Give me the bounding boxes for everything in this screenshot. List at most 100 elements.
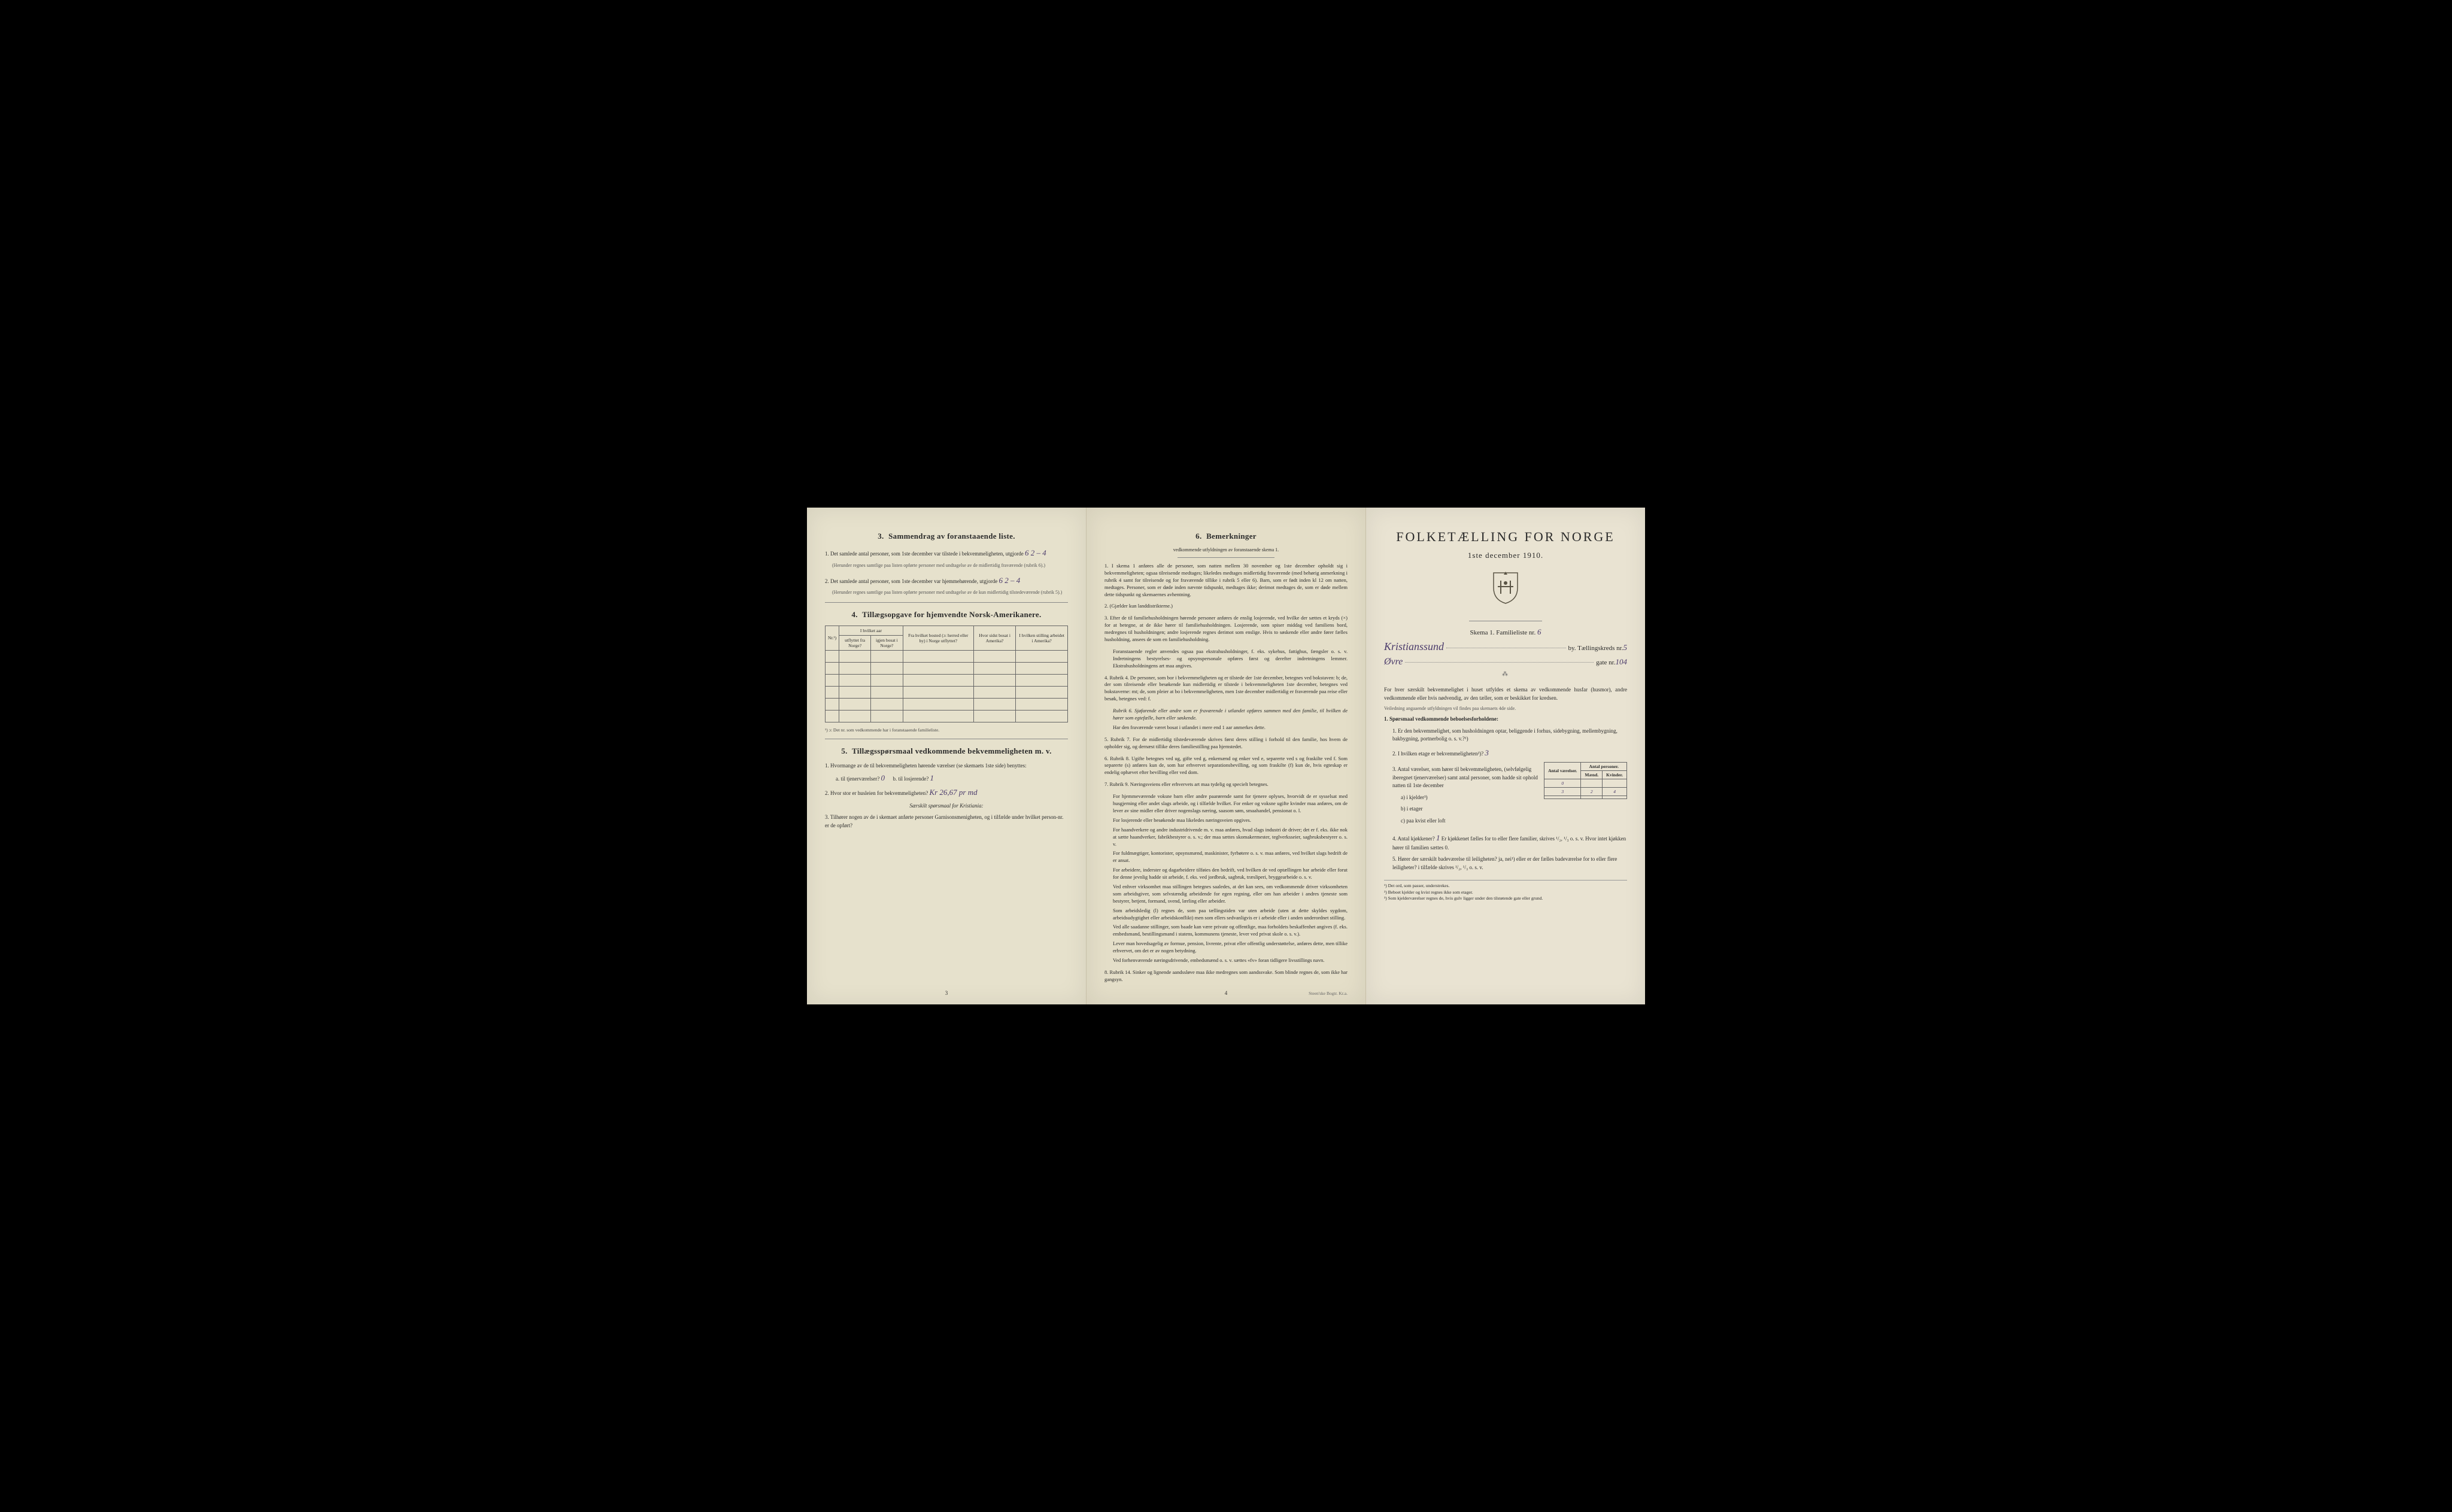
intro-text: For hver særskilt bekvemmelighet i huset… bbox=[1384, 686, 1627, 702]
s5-q1: 1. Hvormange av de til bekvemmeligheten … bbox=[825, 762, 1068, 770]
footnote-2: ²) Beboet kjelder og kvist regnes ikke s… bbox=[1384, 889, 1627, 896]
remark-7e: For fuldmægtiger, kontorister, opsynsmæn… bbox=[1113, 850, 1348, 864]
handwritten-value: 6 2 – 4 bbox=[1025, 548, 1046, 557]
remark-6: 6. Rubrik 8. Ugifte betegnes ved ug, gif… bbox=[1104, 755, 1348, 777]
remark-7g: Ved enhver virksomhet maa stillingen bet… bbox=[1113, 883, 1348, 905]
col-utflyttet: utflyttet fra Norge? bbox=[839, 635, 871, 650]
divider bbox=[1178, 557, 1274, 558]
q1-2-label: 2. I hvilken etage er bekvemmeligheten²)… bbox=[1392, 751, 1483, 757]
q1b-label: b. til losjerende? bbox=[893, 776, 928, 782]
s3-item-1: 1. Det samlede antal personer, som 1ste … bbox=[825, 547, 1068, 559]
table-row bbox=[826, 698, 1068, 710]
handwritten-value: 6 bbox=[1537, 627, 1541, 636]
col-aar: I hvilket aar bbox=[839, 626, 903, 635]
table-row: 0 bbox=[1544, 779, 1627, 788]
remark-4b: Rubrik 6. Sjøfarende eller andre som er … bbox=[1113, 708, 1348, 722]
remark-7f: For arbeidere, inderster og dagarbeidere… bbox=[1113, 867, 1348, 881]
handwritten-value: 1 bbox=[1436, 833, 1440, 842]
section-title-text: Sammendrag av foranstaaende liste. bbox=[888, 532, 1015, 541]
s5-note: Særskilt spørsmaal for Kristiania: bbox=[825, 802, 1068, 810]
item-note: (Herunder regnes samtlige paa listen opf… bbox=[832, 590, 1068, 596]
cell: 2 bbox=[1581, 788, 1603, 796]
remark-2: 2. (Gjælder kun landdistrikterne.) bbox=[1104, 603, 1348, 610]
table-footnote: ¹) ɔ: Det nr. som vedkommende har i fora… bbox=[825, 727, 1068, 733]
remark-1: 1. I skema 1 anføres alle de personer, s… bbox=[1104, 563, 1348, 598]
table-rooms: Antal værelser. Antal personer. Mænd. Kv… bbox=[1544, 762, 1627, 799]
s5-q3: 3. Tilhører nogen av de i skemaet anført… bbox=[825, 813, 1068, 830]
remark-7b: For hjemmeværende voksne barn eller andr… bbox=[1113, 793, 1348, 815]
th-personer: Antal personer. bbox=[1581, 763, 1627, 771]
remark-7k: Ved forhenværende næringsdrivende, embed… bbox=[1113, 957, 1348, 964]
footnotes: ¹) Det ord, som passer, understrekes. ²)… bbox=[1384, 880, 1627, 902]
footnote-1: ¹) Det ord, som passer, understrekes. bbox=[1384, 883, 1627, 889]
handwritten-value: 0 bbox=[881, 773, 885, 782]
remark-3b: Foranstaaende regler anvendes ogsaa paa … bbox=[1113, 648, 1348, 670]
section-title-text: Tillægsopgave for hjemvendte Norsk-Ameri… bbox=[862, 610, 1041, 619]
row-c-label: c) paa kvist eller loft bbox=[1401, 817, 1627, 825]
ornament-icon: ⁂ bbox=[1384, 671, 1627, 678]
coat-of-arms-icon bbox=[1384, 570, 1627, 611]
handwritten-value: 5 bbox=[1623, 643, 1628, 652]
q1-5: 5. Hører der særskilt badeværelse til le… bbox=[1392, 855, 1627, 872]
remarks-intro: vedkommende utfyldningen av foranstaaend… bbox=[1104, 547, 1348, 552]
section-title-text: Bemerkninger bbox=[1206, 532, 1257, 541]
handwritten-value: 1 bbox=[930, 773, 934, 782]
handwritten-value: 3 bbox=[1485, 748, 1489, 757]
remark-7h: Som arbeidsledig (l) regnes de, som paa … bbox=[1113, 907, 1348, 922]
th-maend: Mænd. bbox=[1581, 771, 1603, 779]
handwritten-value: 104 bbox=[1616, 657, 1628, 667]
page-number: 3 bbox=[945, 990, 948, 996]
gate-line: Øvre gate nr. 104 bbox=[1384, 657, 1627, 667]
schema-line: Skema 1. Familieliste nr. 6 bbox=[1384, 627, 1627, 637]
section-6-title: 6. Bemerkninger bbox=[1104, 532, 1348, 541]
remark-3a: 3. Efter de til familiehusholdningen hør… bbox=[1104, 615, 1348, 643]
remark-7c: For losjerende eller besøkende maa likel… bbox=[1113, 817, 1348, 824]
gate-label: gate nr. bbox=[1596, 659, 1615, 666]
remark-7j: Lever man hovedsagelig av formue, pensio… bbox=[1113, 940, 1348, 955]
remark-5: 5. Rubrik 7. For de midlertidig tilstede… bbox=[1104, 736, 1348, 751]
th-vaerelser: Antal værelser. bbox=[1544, 763, 1581, 779]
col-bosted: Fra hvilket bosted (ɔ: herred eller by) … bbox=[903, 626, 973, 650]
cell: 3 bbox=[1544, 788, 1581, 796]
divider bbox=[825, 602, 1068, 603]
page-4: 6. Bemerkninger vedkommende utfyldningen… bbox=[1086, 508, 1366, 1004]
table-row bbox=[826, 674, 1068, 686]
handwritten-value: Kr 26,67 pr md bbox=[929, 788, 977, 797]
table-row bbox=[826, 662, 1068, 674]
page-number: 4 bbox=[1225, 990, 1228, 996]
printer-mark: Steen'ske Bogtr. Kr.a. bbox=[1309, 991, 1348, 996]
footnote-3: ³) Som kjelderværelser regnes de, hvis g… bbox=[1384, 895, 1627, 902]
col-nr: Nr.¹) bbox=[826, 626, 839, 650]
q1-2: 2. I hvilken etage er bekvemmeligheten²)… bbox=[1392, 747, 1627, 759]
page-cover: FOLKETÆLLING FOR NORGE 1ste december 191… bbox=[1366, 508, 1645, 1004]
table-row bbox=[1544, 796, 1627, 799]
section-num: 5. bbox=[841, 746, 847, 755]
section-num: 3. bbox=[878, 532, 884, 541]
s5-q2: 2. Hvor stor er husleien for bekvemmelig… bbox=[825, 787, 1068, 798]
page-3: 3. Sammendrag av foranstaaende liste. 1.… bbox=[807, 508, 1086, 1004]
section-num: 6. bbox=[1195, 532, 1201, 541]
q1-4-label: 4. Antal kjøkkener? bbox=[1392, 836, 1435, 842]
remark-7i: Ved alle saadanne stillinger, som baade … bbox=[1113, 924, 1348, 938]
q1-title: 1. Spørsmaal vedkommende beboelsesforhol… bbox=[1384, 715, 1627, 724]
by-line: Kristianssund by. Tællingskreds nr. 5 bbox=[1384, 640, 1627, 653]
handwritten-street: Øvre bbox=[1384, 657, 1403, 667]
table-row bbox=[826, 710, 1068, 722]
item-label: 1. Det samlede antal personer, som 1ste … bbox=[825, 551, 1024, 557]
remark-8: 8. Rubrik 14. Sinker og lignende aandssl… bbox=[1104, 969, 1348, 983]
schema-label: Skema 1. Familieliste nr. bbox=[1470, 629, 1536, 636]
table-row: 3 2 4 bbox=[1544, 788, 1627, 796]
section-3-title: 3. Sammendrag av foranstaaende liste. bbox=[825, 532, 1068, 541]
q1-4: 4. Antal kjøkkener? 1 Er kjøkkenet fælle… bbox=[1392, 832, 1627, 852]
s5-q1-sub: a. til tjenerværelser? 0 b. til losjeren… bbox=[836, 773, 1068, 783]
item-label: 2. Det samlede antal personer, som 1ste … bbox=[825, 578, 997, 584]
col-stilling: I hvilken stilling arbeidet i Amerika? bbox=[1016, 626, 1068, 650]
q1-3-block: Antal værelser. Antal personer. Mænd. Kv… bbox=[1384, 762, 1627, 828]
document-spread: 3. Sammendrag av foranstaaende liste. 1.… bbox=[807, 508, 1645, 1004]
table-row bbox=[826, 650, 1068, 662]
cell: 0 bbox=[1544, 779, 1581, 788]
handwritten-value: 6 2 – 4 bbox=[999, 576, 1021, 585]
cell: 4 bbox=[1603, 788, 1627, 796]
q2-label: 2. Hvor stor er husleien for bekvemmelig… bbox=[825, 790, 928, 796]
section-4-title: 4. Tillægsopgave for hjemvendte Norsk-Am… bbox=[825, 610, 1068, 620]
